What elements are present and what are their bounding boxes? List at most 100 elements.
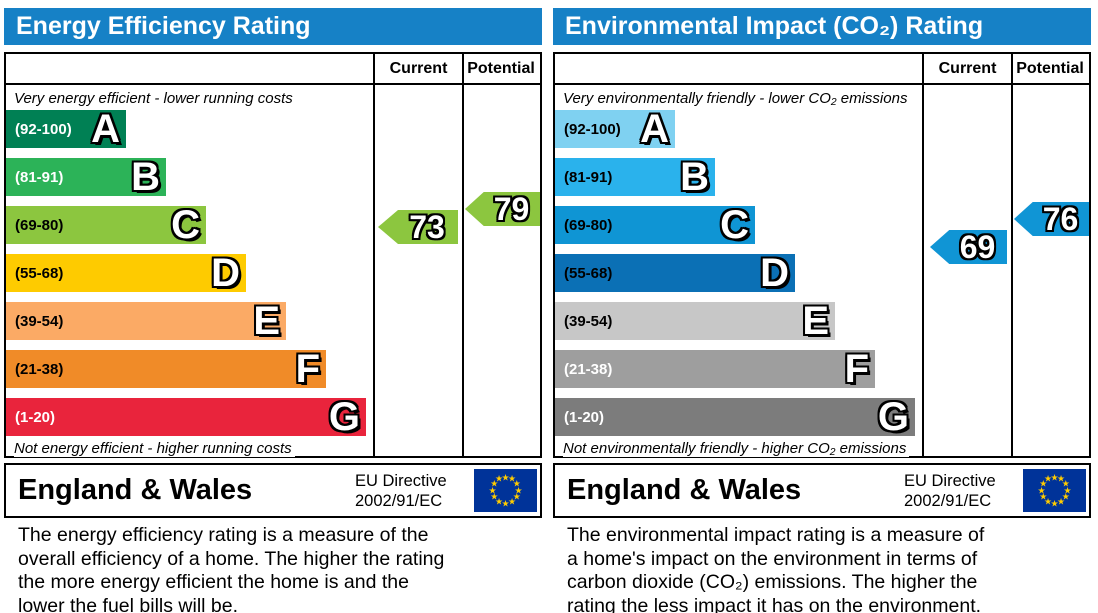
band-range-label: (55-68) — [15, 264, 64, 282]
band-row-c: (69-80) C — [555, 205, 755, 245]
band-row-e: (39-54) E — [6, 299, 286, 343]
star-icon: ★ — [514, 485, 523, 495]
header-row-divider — [555, 83, 1089, 85]
eu-flag-icon: ★ ★ ★ ★ ★ ★ ★ ★ ★ ★ ★ ★ — [1023, 469, 1086, 512]
rating-chart: Current Potential Very environmentally f… — [553, 52, 1091, 458]
star-icon: ★ — [490, 478, 499, 489]
band-row-c: (69-80) C — [6, 203, 206, 247]
eu-flag-icon: ★ ★ ★ ★ ★ ★ ★ ★ ★ ★ ★ ★ — [474, 469, 537, 512]
star-icon: ★ — [488, 485, 497, 495]
description-text: The energy efficiency rating is a measur… — [18, 524, 445, 613]
footer-bar: England & Wales EU Directive 2002/91/EC … — [4, 463, 542, 518]
band-range-label: (1-20) — [15, 408, 56, 426]
column-header-potential: Potential — [467, 59, 535, 77]
band-range-label: (92-100) — [15, 120, 72, 138]
band-range-label: (55-68) — [564, 264, 613, 282]
star-icon: ★ — [1043, 473, 1053, 484]
star-icon: ★ — [1037, 485, 1046, 495]
band-letter: B — [131, 155, 160, 199]
band-row-b: (81-91) B — [555, 155, 715, 199]
band-letter: G — [328, 395, 360, 439]
potential-rating-arrow: 79 — [465, 192, 540, 226]
band-range-label: (1-20) — [564, 408, 605, 426]
star-icon: ★ — [494, 496, 504, 507]
column-divider — [1011, 54, 1013, 456]
description-text: The environmental impact rating is a mea… — [567, 524, 985, 613]
eu-directive-line2: 2002/91/EC — [355, 492, 443, 510]
column-header-current: Current — [389, 59, 448, 77]
star-icon: ★ — [1050, 472, 1059, 482]
eu-directive-label: EU Directive 2002/91/EC — [355, 471, 447, 511]
band-letter: E — [253, 299, 280, 343]
eu-directive-line2: 2002/91/EC — [904, 492, 992, 510]
caption-top: Very environmentally friendly - lower CO… — [563, 90, 911, 107]
band-row-f: (21-38) F — [6, 347, 326, 391]
star-icon: ★ — [501, 498, 510, 508]
environmental-impact-panel: Environmental Impact (CO₂) Rating Curren… — [549, 0, 1098, 613]
energy-efficiency-panel: Energy Efficiency Rating Current Potenti… — [4, 8, 542, 613]
star-icon: ★ — [1056, 473, 1066, 484]
star-icon: ★ — [507, 496, 517, 507]
band-range-label: (81-91) — [564, 168, 613, 186]
footer-bar: England & Wales EU Directive 2002/91/EC … — [553, 463, 1091, 518]
star-icon: ★ — [1043, 496, 1053, 507]
header-row-divider — [6, 83, 540, 85]
band-range-label: (81-91) — [15, 168, 64, 186]
band-row-b: (81-91) B — [6, 155, 166, 199]
band-range-label: (21-38) — [564, 360, 613, 378]
band-range-label: (39-54) — [564, 312, 613, 330]
caption-bottom: Not energy efficient - higher running co… — [14, 440, 295, 457]
band-row-f: (21-38) F — [555, 347, 875, 391]
band-range-label: (39-54) — [15, 312, 64, 330]
band-row-d: (55-68) D — [555, 251, 795, 295]
band-letter: E — [802, 299, 829, 343]
band-letter: C — [171, 203, 200, 247]
star-icon: ★ — [512, 478, 521, 489]
band-range-label: (21-38) — [15, 360, 64, 378]
star-icon: ★ — [494, 473, 504, 484]
eu-directive-line1: EU Directive — [355, 472, 447, 490]
band-range-label: (92-100) — [564, 120, 621, 138]
star-icon: ★ — [512, 491, 521, 502]
panel-title: Environmental Impact (CO₂) Rating — [553, 8, 1091, 45]
region-label: England & Wales — [18, 474, 253, 506]
eu-directive-label: EU Directive 2002/91/EC — [904, 471, 996, 511]
column-divider — [922, 54, 924, 456]
band-letter: B — [680, 155, 709, 199]
band-letter: A — [91, 107, 120, 151]
band-letter: F — [844, 347, 869, 391]
column-header-potential: Potential — [1016, 59, 1084, 77]
band-letter: F — [295, 347, 320, 391]
region-label: England & Wales — [567, 474, 802, 506]
band-row-e: (39-54) E — [555, 299, 835, 343]
star-icon: ★ — [1061, 491, 1070, 502]
band-letter: D — [760, 251, 789, 295]
band-letter: A — [640, 107, 669, 151]
star-icon: ★ — [1063, 485, 1072, 495]
caption-bottom: Not environmentally friendly - higher CO… — [563, 440, 910, 457]
current-rating-arrow: 73 — [378, 210, 458, 244]
band-row-g: (1-20) G — [555, 395, 915, 439]
star-icon: ★ — [490, 491, 499, 502]
caption-top: Very energy efficient - lower running co… — [14, 90, 296, 107]
band-letter: D — [211, 251, 240, 295]
star-icon: ★ — [1056, 496, 1066, 507]
star-icon: ★ — [501, 472, 510, 482]
panel-title: Energy Efficiency Rating — [4, 8, 542, 45]
star-icon: ★ — [1039, 491, 1048, 502]
band-row-g: (1-20) G — [6, 395, 366, 439]
rating-chart: Current Potential Very energy efficient … — [4, 52, 542, 458]
star-icon: ★ — [1061, 478, 1070, 489]
band-range-label: (69-80) — [15, 216, 64, 234]
band-row-a: (92-100) A — [6, 107, 126, 151]
band-range-label: (69-80) — [564, 216, 613, 234]
potential-rating-arrow: 76 — [1014, 202, 1089, 236]
band-letter: G — [877, 395, 909, 439]
current-rating-arrow: 69 — [930, 230, 1007, 264]
band-row-d: (55-68) D — [6, 251, 246, 295]
star-icon: ★ — [1050, 498, 1059, 508]
column-divider — [462, 54, 464, 456]
column-divider — [373, 54, 375, 456]
star-icon: ★ — [507, 473, 517, 484]
